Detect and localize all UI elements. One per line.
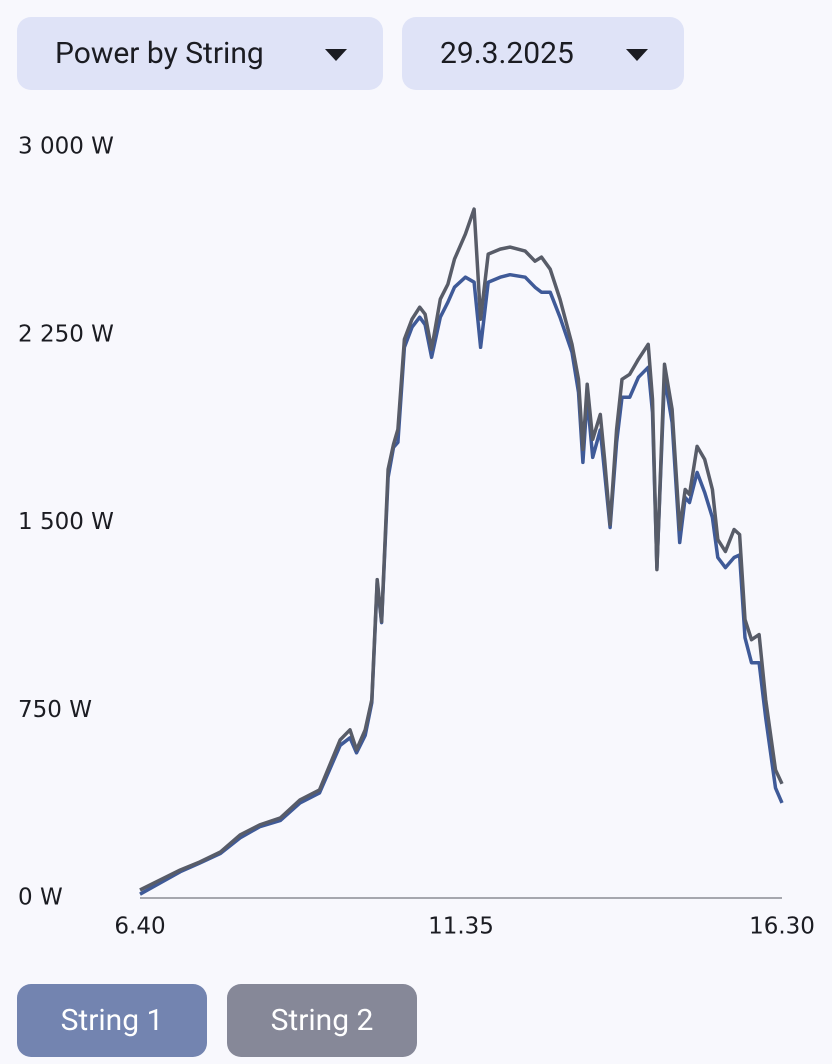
series-button[interactable]: String 1 xyxy=(17,984,207,1057)
dropdown-arrow xyxy=(626,49,648,61)
x-tick-label: 6.40 xyxy=(114,914,165,940)
dropdown-arrow xyxy=(325,49,347,61)
y-tick-label: 3 000 W xyxy=(18,134,114,160)
y-tick-label: 0 W xyxy=(18,885,63,911)
series-line xyxy=(139,272,784,896)
y-tick-label: 2 250 W xyxy=(18,321,114,347)
date-dropdown[interactable]: 29.3.2025 xyxy=(402,17,684,90)
y-tick-label: 750 W xyxy=(18,697,92,723)
dropdown-text: Power by String xyxy=(55,36,264,71)
x-tick-label: 16.30 xyxy=(749,914,815,940)
dropdown-text: 29.3.2025 xyxy=(440,36,574,71)
series-button[interactable]: String 2 xyxy=(227,984,417,1057)
x-tick-label: 11.35 xyxy=(428,914,494,940)
chart: 0 W 750 W 1 500 W 2 250 W 3 000 W 6.40 11.35 16… xyxy=(18,134,815,940)
series-line xyxy=(139,207,784,892)
view-dropdown[interactable]: Power by String xyxy=(17,17,383,90)
y-tick-label: 1 500 W xyxy=(18,509,114,535)
